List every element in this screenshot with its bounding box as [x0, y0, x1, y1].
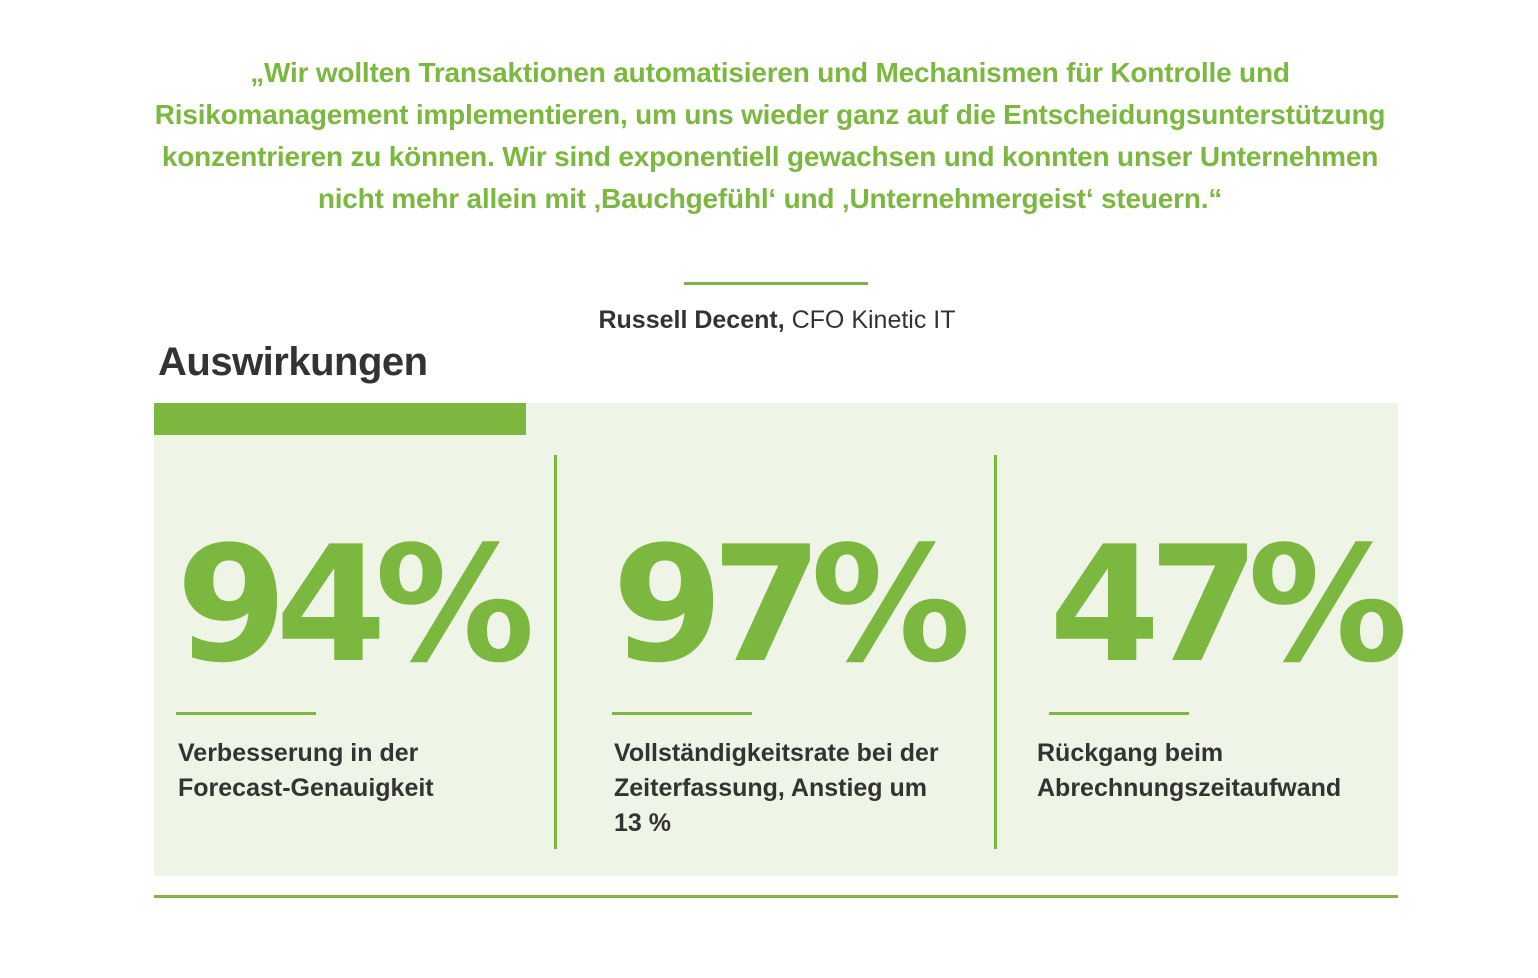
quote-divider	[684, 282, 868, 285]
stat-label: Rückgang beim Abrechnungszeitaufwand	[1037, 739, 1342, 802]
stat-value: 47%	[1049, 511, 1408, 698]
stat-value: 97%	[612, 511, 971, 698]
stat-underline	[176, 712, 316, 715]
bottom-divider	[154, 895, 1398, 898]
stat-time-tracking: 97% Vollständigkeitsrate bei der Zeiterf…	[612, 511, 971, 837]
stat-forecast-accuracy: 94% Verbesserung in der Forecast-Genauig…	[176, 511, 535, 802]
quote-author: Russell Decent, CFO Kinetic IT	[0, 306, 1538, 335]
stats-panel	[154, 403, 1398, 876]
stat-label: Vollständigkeitsrate bei der Zeiterfassu…	[614, 739, 939, 837]
stat-underline	[612, 712, 752, 715]
testimonial-quote: „Wir wollten Transaktionen automatisiere…	[154, 57, 1386, 214]
section-title: Auswirkungen	[158, 340, 428, 384]
stat-value: 94%	[176, 511, 535, 698]
stat-billing-time: 47% Rückgang beim Abrechnungszeitaufwand	[1037, 511, 1408, 803]
stat-divider	[554, 455, 557, 849]
stat-underline	[1049, 712, 1189, 715]
stat-divider	[994, 455, 997, 849]
author-role: CFO Kinetic IT	[784, 306, 956, 334]
author-name: Russell Decent,	[598, 306, 785, 334]
stat-label: Verbesserung in der Forecast-Genauigkeit	[178, 739, 434, 802]
panel-accent-bar	[154, 403, 526, 435]
